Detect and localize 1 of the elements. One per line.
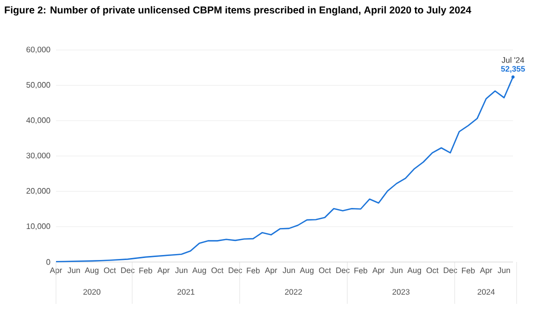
chart-title: Figure 2: Number of private unlicensed CBPM items prescribed in England, April 2020 to July 2024 bbox=[4, 6, 472, 16]
